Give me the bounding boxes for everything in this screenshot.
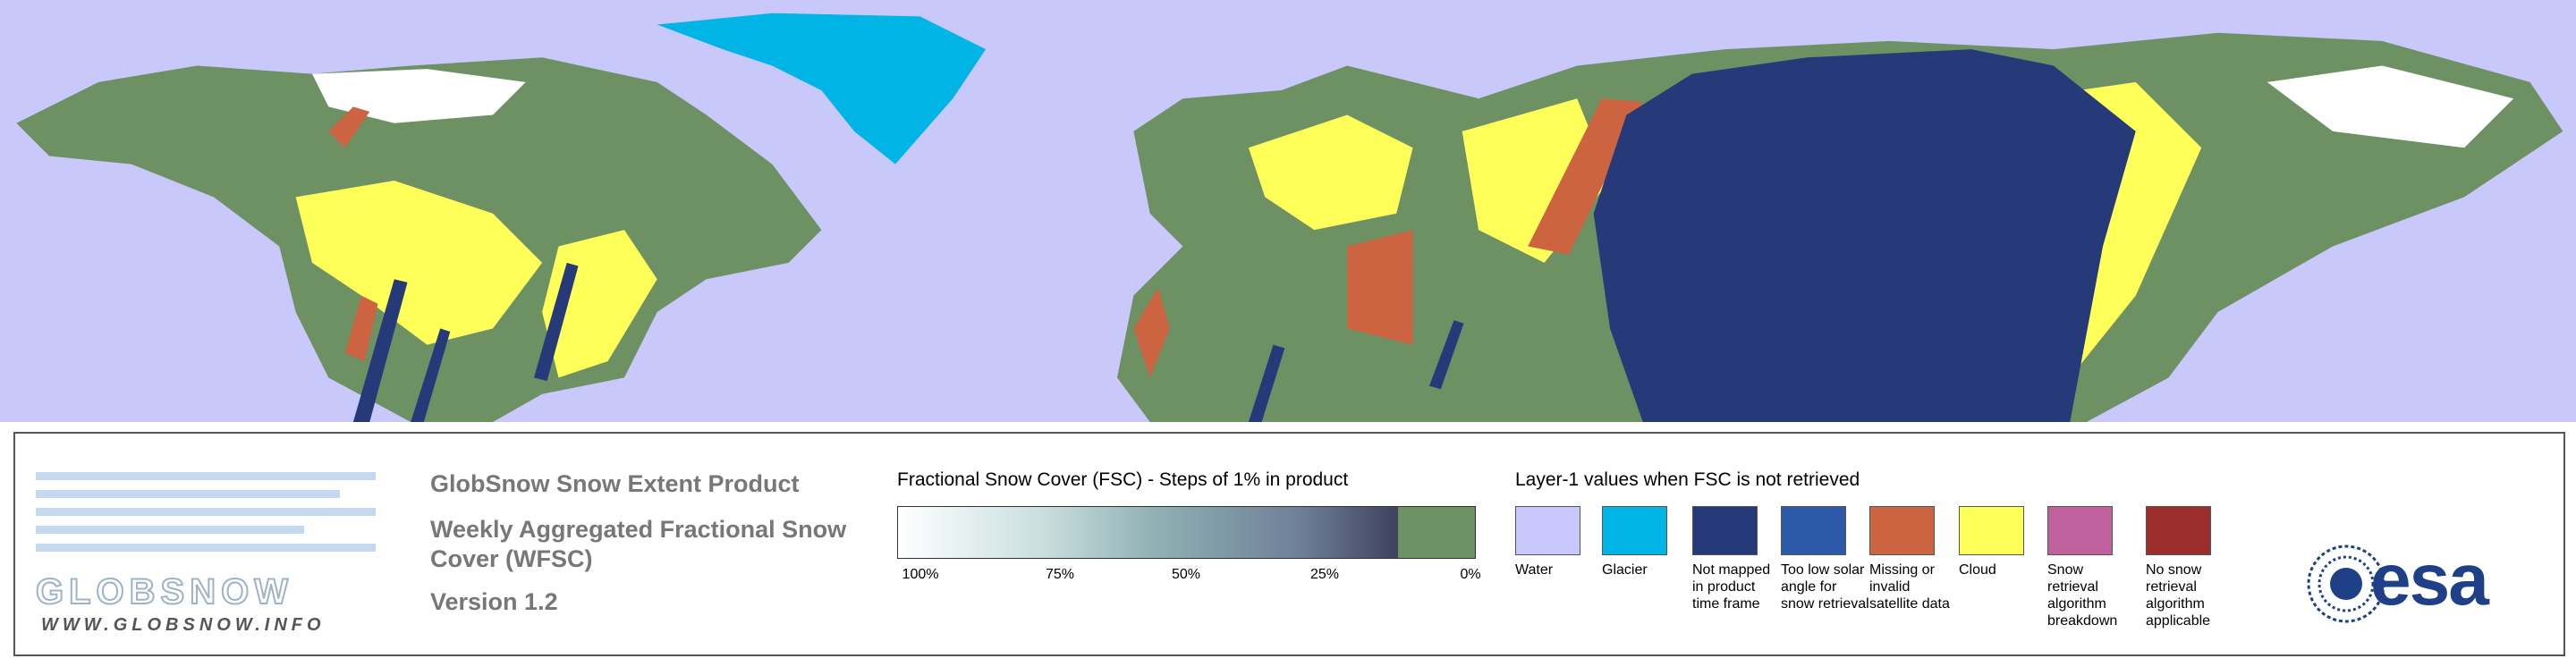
legend-swatch (1869, 506, 1935, 555)
colorbar-tick-label: 100% (902, 567, 939, 582)
legend-swatch (2047, 506, 2113, 555)
missing-stripe (328, 106, 370, 148)
version: Version 1.2 (430, 588, 558, 615)
logo-stripe (36, 526, 304, 534)
unmapped-stripe (1428, 320, 1464, 390)
logo-word: GLOBSNOW (35, 571, 293, 612)
missing-stripe (1528, 98, 1643, 255)
colorbar-tick-label: 75% (1045, 567, 1075, 582)
legend-label: Too low solar angle for snow retrieval (1781, 562, 1869, 612)
unmapped-stripe (352, 279, 408, 422)
legend-label: No snow retrieval algorithm applicable (2146, 562, 2211, 629)
unmapped-stripe (1248, 344, 1285, 422)
colorbar-zero (1398, 507, 1475, 558)
legend-label: Snow retrieval algorithm breakdown (2047, 562, 2118, 629)
snow (2267, 65, 2514, 148)
logo-stripe (36, 508, 376, 516)
colorbar-title: Fractional Snow Cover (FSC) - Steps of 1… (897, 469, 1349, 490)
legend-label: Water (1515, 562, 1554, 578)
unmapped-stripe (411, 328, 451, 422)
legend-label: Glacier (1602, 562, 1648, 578)
colorbar (897, 506, 1476, 559)
subtitle: Weekly Aggregated Fractional Snow Cover … (430, 516, 847, 572)
legend-swatch (1602, 506, 1667, 555)
missing-stripe (1133, 287, 1170, 378)
legend-swatch (1781, 506, 1846, 555)
colorbar-tick-label: 25% (1309, 567, 1340, 582)
title: GlobSnow Snow Extent Product (430, 470, 800, 497)
missing-stripe (1347, 230, 1413, 345)
legend-label: Cloud (1959, 562, 1996, 578)
legend-label: Missing or invalid satellite data (1869, 562, 1950, 612)
legend-swatch (1515, 506, 1580, 555)
snow-map (0, 0, 2576, 422)
unmapped-band (1593, 49, 2136, 422)
missing-stripe (344, 295, 378, 362)
legend-swatch (2146, 506, 2211, 555)
unmapped-stripe (533, 262, 579, 382)
logo-stripe (36, 472, 376, 480)
legend-swatch (1692, 506, 1758, 555)
logo-url: WWW.GLOBSNOW.INFO (41, 615, 326, 635)
colorbar-tick-label: 50% (1171, 567, 1201, 582)
cloud (295, 181, 543, 345)
legend-swatch (1959, 506, 2024, 555)
glacier (657, 13, 987, 165)
snow (311, 69, 526, 123)
logo-stripe (36, 544, 376, 552)
logo-stripe (36, 490, 340, 498)
layer-title: Layer-1 values when FSC is not retrieved (1515, 469, 1860, 490)
cloud (1248, 114, 1413, 231)
esa-logo: esa (2370, 539, 2489, 621)
esa-mark (2307, 545, 2385, 623)
colorbar-tick-label: 0% (1460, 567, 1481, 582)
legend-label: Not mapped in product time frame (1692, 562, 1771, 612)
